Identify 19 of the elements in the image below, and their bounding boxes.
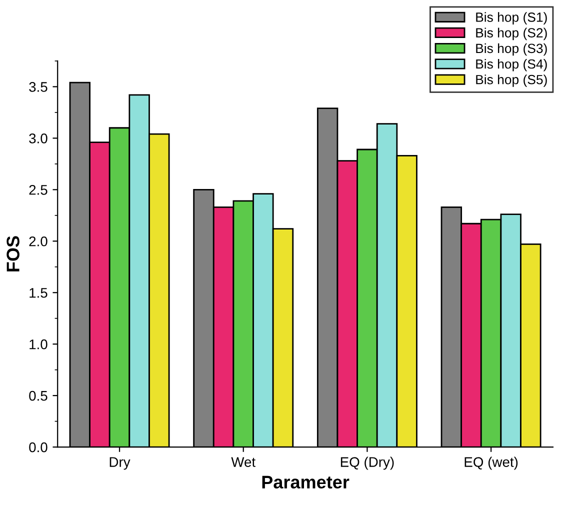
legend-label: Bis hop (S5) — [476, 74, 547, 87]
legend-label: Bis hop (S4) — [476, 58, 547, 72]
x-tick-label: EQ (Dry) — [340, 456, 394, 470]
y-tick-label: 1.0 — [30, 339, 48, 350]
x-tick-label: Dry — [110, 457, 130, 470]
y-tick-label: 3.0 — [29, 134, 48, 144]
x-tick-label: EQ (wet) — [464, 456, 518, 470]
y-tick-label: 0.0 — [29, 442, 48, 452]
y-tick-label: 2.5 — [29, 184, 48, 195]
y-tick-label: 2.0 — [29, 236, 48, 246]
y-tick-label: 0.5 — [29, 390, 48, 401]
x-axis-title: Parameter — [262, 476, 350, 489]
legend-label: Bis hop (S2) — [476, 28, 547, 40]
legend-label: Bis hop (S1) — [476, 12, 547, 24]
legend-label: Bis hop (S3) — [476, 43, 547, 56]
y-axis-title: FOS — [6, 236, 20, 272]
y-tick-label: 1.5 — [30, 288, 48, 298]
y-tick-label: 3.5 — [29, 82, 48, 92]
x-tick-label: Wet — [231, 457, 256, 467]
